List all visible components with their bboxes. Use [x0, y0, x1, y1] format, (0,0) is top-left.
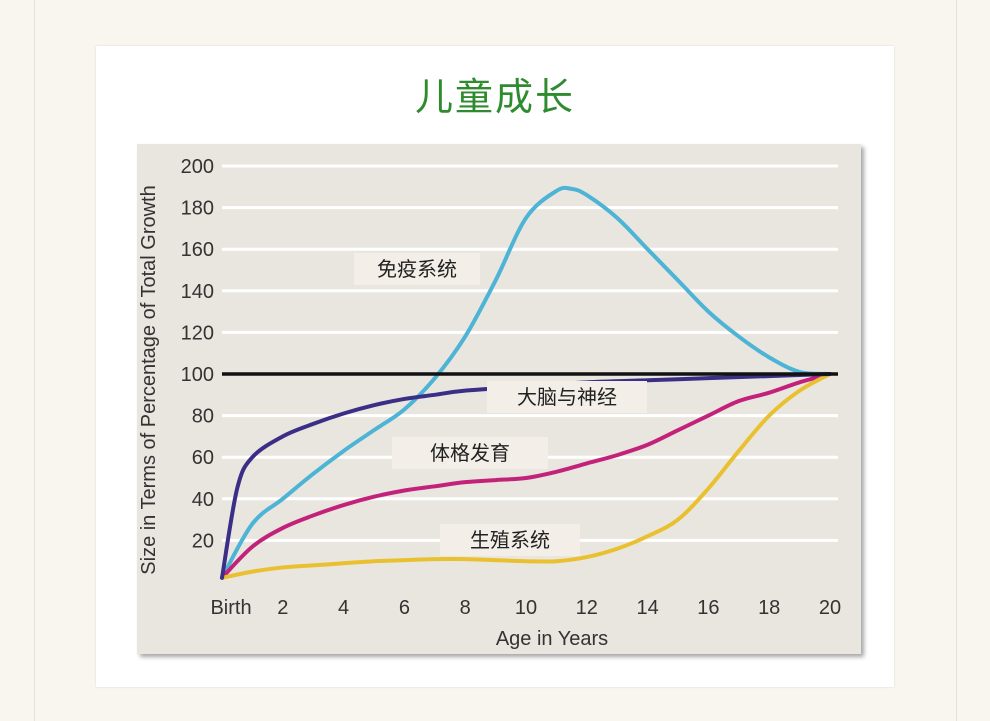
- x-tick-label: 6: [399, 597, 410, 619]
- x-tick-label: 16: [697, 597, 719, 619]
- x-axis-label: Age in Years: [496, 628, 608, 650]
- annotation-label: 生殖系统: [440, 524, 580, 556]
- y-tick-label: 80: [192, 406, 214, 428]
- x-tick-label: 4: [338, 597, 349, 619]
- annotation-text: 生殖系统: [470, 528, 550, 552]
- x-tick-label: 8: [460, 597, 471, 619]
- x-tick-label: 14: [636, 597, 658, 619]
- annotation-label: 体格发育: [392, 437, 548, 469]
- x-tick-label: 12: [576, 597, 598, 619]
- x-tick-label: 18: [758, 597, 780, 619]
- y-tick-label: 60: [192, 447, 214, 469]
- x-tick-label: 10: [515, 597, 537, 619]
- y-tick-label: 160: [181, 239, 214, 261]
- y-tick-label: 120: [181, 322, 214, 344]
- y-tick-label: 140: [181, 281, 214, 303]
- y-tick-label: 100: [181, 364, 214, 386]
- annotation-label: 大脑与神经: [487, 381, 647, 413]
- annotation-label: 免疫系统: [354, 253, 480, 285]
- y-axis-label: Size in Terms of Percentage of Total Gro…: [138, 185, 160, 574]
- annotation-text: 免疫系统: [377, 257, 457, 281]
- y-tick-label: 40: [192, 489, 214, 511]
- annotation-text: 大脑与神经: [517, 385, 617, 409]
- x-tick-label: 20: [819, 597, 841, 619]
- y-tick-label: 200: [181, 156, 214, 178]
- y-tick-label: 20: [192, 530, 214, 552]
- y-tick-label: 180: [181, 198, 214, 220]
- x-tick-label: 2: [277, 597, 288, 619]
- x-tick-label: Birth: [210, 597, 251, 619]
- annotation-text: 体格发育: [430, 441, 510, 465]
